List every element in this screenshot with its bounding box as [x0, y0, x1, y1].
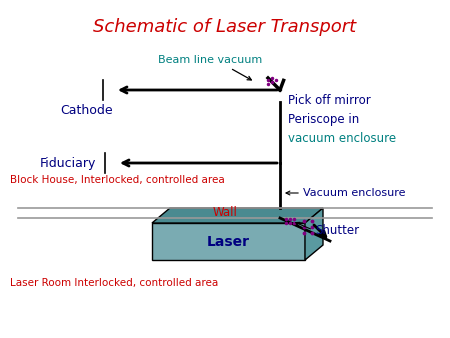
- Text: Laser: Laser: [207, 235, 250, 248]
- Text: vacuum enclosure: vacuum enclosure: [288, 131, 396, 145]
- Polygon shape: [152, 223, 305, 260]
- Text: Beam line vacuum: Beam line vacuum: [158, 55, 262, 65]
- Text: Periscope in: Periscope in: [288, 114, 359, 126]
- Text: Fiduciary: Fiduciary: [40, 156, 96, 169]
- Text: Block House, Interlocked, controlled area: Block House, Interlocked, controlled are…: [10, 175, 225, 185]
- Text: Schematic of Laser Transport: Schematic of Laser Transport: [94, 18, 356, 36]
- Text: Wall: Wall: [212, 207, 238, 219]
- Text: Vacuum enclosure: Vacuum enclosure: [303, 188, 405, 198]
- Text: Laser Room Interlocked, controlled area: Laser Room Interlocked, controlled area: [10, 278, 218, 288]
- Polygon shape: [305, 208, 323, 260]
- Polygon shape: [152, 208, 323, 223]
- Text: Shutter: Shutter: [315, 223, 359, 237]
- Text: Pick off mirror: Pick off mirror: [288, 94, 371, 106]
- Text: Cathode: Cathode: [60, 103, 112, 117]
